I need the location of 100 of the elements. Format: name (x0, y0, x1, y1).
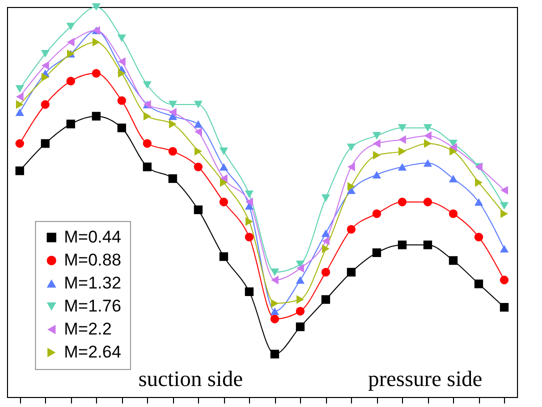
point (92, 3, 101, 11)
point (270, 307, 280, 315)
point (142, 81, 152, 89)
point (321, 268, 330, 277)
point (474, 232, 484, 242)
point (92, 38, 100, 46)
point (15, 85, 24, 93)
point (322, 236, 330, 246)
point (66, 76, 76, 86)
point (474, 280, 484, 288)
point (348, 182, 355, 191)
point (372, 248, 382, 258)
point (296, 295, 304, 304)
point (244, 232, 254, 242)
point (194, 146, 202, 156)
point (270, 268, 280, 276)
point (144, 112, 151, 121)
point (117, 34, 126, 42)
point (373, 150, 380, 160)
point (169, 120, 176, 128)
legend-label: M=2.64 (64, 342, 122, 362)
point (424, 131, 432, 140)
point (15, 108, 24, 116)
point (500, 302, 509, 312)
point (398, 198, 407, 206)
point (168, 146, 178, 156)
point (92, 112, 101, 121)
point (500, 186, 508, 195)
point (117, 96, 126, 105)
point (244, 190, 254, 198)
point (348, 162, 355, 172)
point (423, 240, 432, 250)
point (40, 139, 50, 148)
point (271, 276, 278, 284)
point (270, 350, 280, 358)
point (372, 132, 382, 140)
point (117, 124, 126, 132)
point (372, 209, 382, 218)
point (296, 276, 305, 284)
point (373, 139, 380, 148)
point (16, 100, 24, 109)
point (220, 174, 228, 183)
point (321, 229, 330, 237)
point (194, 120, 203, 128)
point (474, 198, 484, 206)
point (450, 146, 457, 156)
point (142, 162, 152, 172)
point (194, 205, 203, 214)
point (475, 178, 482, 187)
point (168, 174, 178, 183)
point (398, 163, 407, 171)
legend-label: M=1.76 (64, 296, 122, 316)
point (424, 139, 432, 148)
point (15, 166, 24, 176)
point (118, 68, 126, 78)
point (67, 38, 74, 46)
point (448, 256, 458, 265)
point (296, 306, 305, 316)
point (16, 92, 24, 102)
point (142, 139, 152, 148)
point (42, 72, 49, 82)
legend-label: M=0.88 (64, 250, 122, 270)
point (500, 202, 509, 210)
point (246, 198, 253, 206)
point (398, 146, 406, 156)
point (15, 139, 24, 148)
annotation: suction side (138, 366, 243, 391)
point (346, 268, 356, 277)
point (118, 57, 126, 66)
point (246, 217, 253, 226)
legend-label: M=1.32 (64, 274, 122, 292)
point (220, 178, 228, 187)
point (42, 61, 49, 70)
point (194, 127, 202, 136)
point (244, 287, 254, 296)
point (66, 22, 76, 30)
point (500, 276, 509, 284)
point (40, 50, 50, 58)
point (372, 170, 382, 178)
point (398, 135, 406, 144)
point (500, 245, 509, 253)
point (66, 120, 76, 128)
point (270, 314, 280, 324)
point (346, 224, 356, 234)
point (346, 144, 356, 152)
point (423, 159, 432, 167)
point (423, 198, 432, 206)
point (92, 68, 101, 78)
point (40, 100, 50, 109)
point (423, 124, 432, 132)
point (169, 108, 176, 117)
point (321, 295, 330, 304)
point (271, 299, 278, 308)
point (448, 174, 458, 182)
annotation: pressure side (368, 366, 482, 391)
point (219, 163, 228, 171)
legend-label: M=2.2 (64, 320, 112, 338)
point (219, 148, 228, 156)
point (448, 209, 458, 218)
point (321, 194, 330, 202)
